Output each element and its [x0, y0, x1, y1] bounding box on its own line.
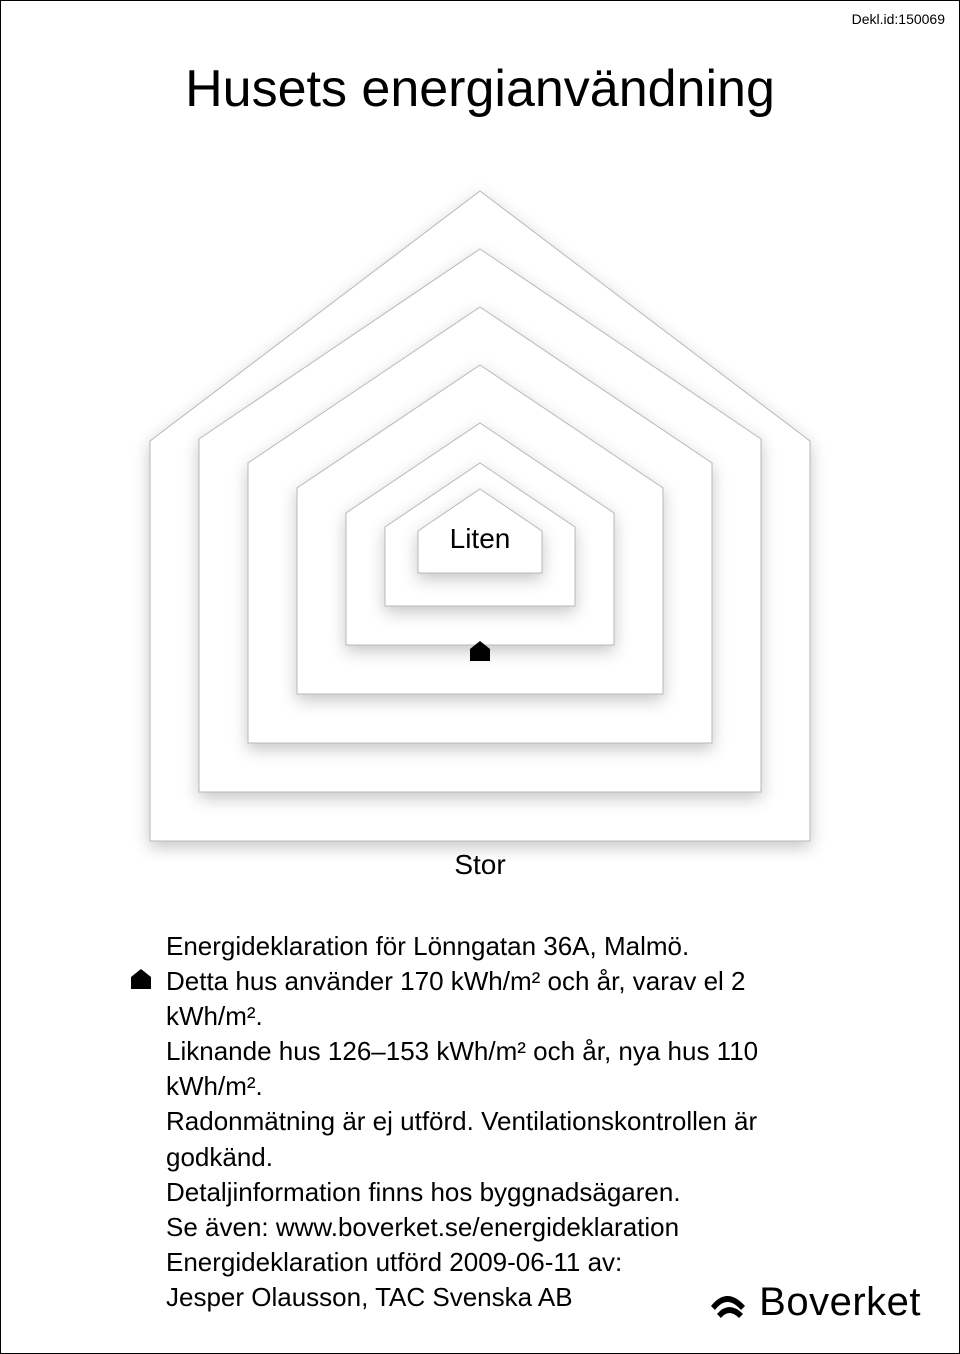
info-line-1: Energideklaration för Lönngatan 36A, Mal…: [166, 929, 839, 964]
liten-label: Liten: [450, 523, 511, 555]
info-line-5: Detaljinformation finns hos byggnadsägar…: [166, 1175, 839, 1210]
house-bullet-icon: [129, 967, 153, 991]
declaration-id: Dekl.id:150069: [852, 11, 945, 27]
boverket-logo-text: Boverket: [759, 1280, 921, 1325]
info-line-3: Liknande hus 126–153 kWh/m² och år, nya …: [166, 1034, 839, 1104]
info-line-6: Se även: www.boverket.se/energideklarati…: [166, 1210, 839, 1245]
house-diagram: [130, 161, 830, 861]
page-title: Husets energianvändning: [1, 59, 959, 119]
info-block: Energideklaration för Lönngatan 36A, Mal…: [166, 929, 839, 1315]
info-line-4: Radonmätning är ej utförd. Ventilationsk…: [166, 1104, 839, 1174]
stor-label: Stor: [454, 849, 505, 881]
boverket-logo-icon: [707, 1282, 749, 1324]
page-frame: Dekl.id:150069 Husets energianvändning: [0, 0, 960, 1354]
info-line-2: Detta hus använder 170 kWh/m² och år, va…: [166, 964, 839, 1034]
house-marker-icon: [468, 639, 492, 663]
boverket-logo: Boverket: [707, 1280, 921, 1325]
info-line-7: Energideklaration utförd 2009-06-11 av:: [166, 1245, 839, 1280]
